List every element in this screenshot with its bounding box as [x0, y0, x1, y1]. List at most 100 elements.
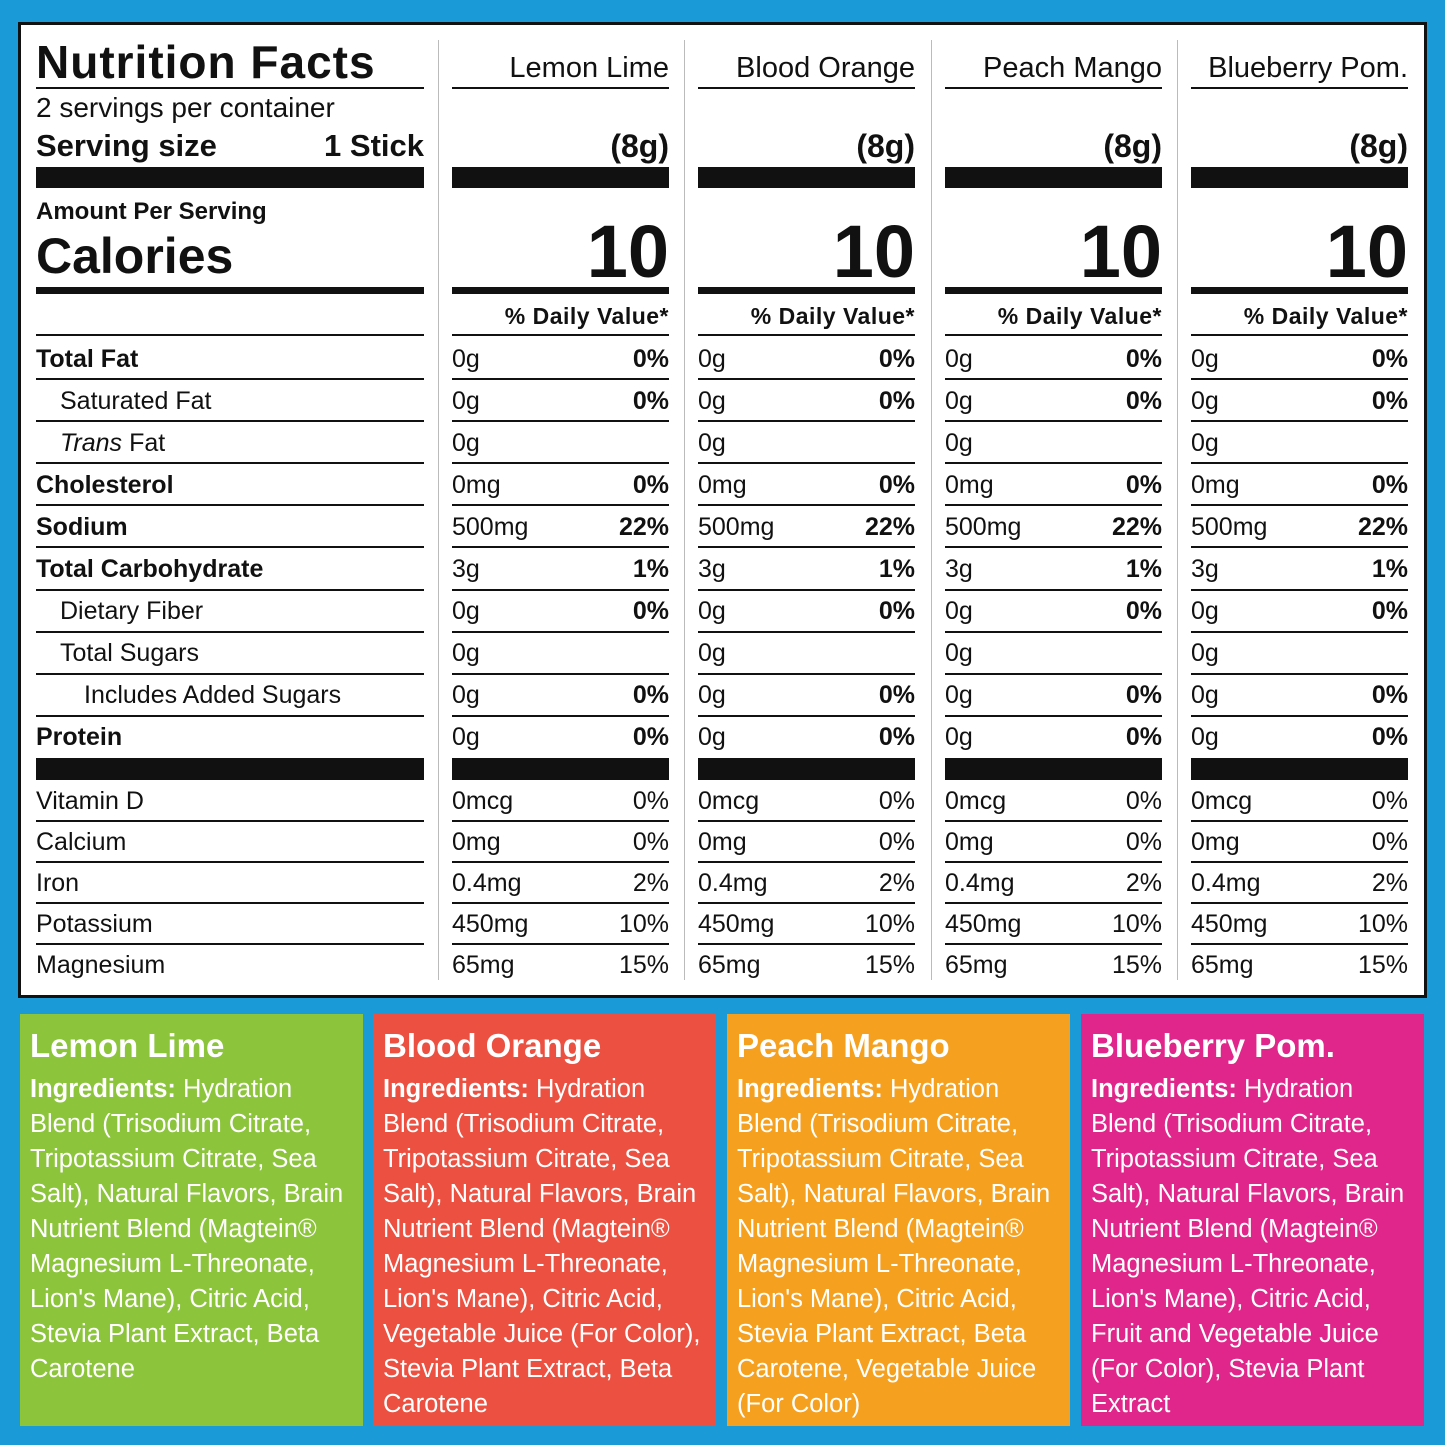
daily-value: 15%: [618, 950, 669, 979]
amount: 3g: [698, 555, 726, 583]
daily-value: 22%: [618, 512, 669, 541]
daily-value: 15%: [1111, 950, 1162, 979]
daily-value-header: % Daily Value*: [997, 302, 1162, 329]
amount: 500mg: [1191, 512, 1268, 541]
ingredient-box: Blueberry Pom. Ingredients: Hydration Ble…: [1081, 1014, 1424, 1426]
daily-value: 0%: [1371, 386, 1408, 415]
daily-value: 10%: [864, 909, 915, 938]
rule: [945, 546, 1162, 549]
rule: [36, 630, 424, 633]
daily-value: 1%: [632, 555, 669, 583]
rule: [1191, 820, 1408, 822]
amount-per-serving: Amount Per Serving: [36, 198, 267, 225]
daily-value: 0%: [632, 386, 669, 415]
daily-value: 0%: [1371, 723, 1408, 752]
rule: [1191, 378, 1408, 380]
flavor-name: Lemon Lime: [509, 51, 669, 84]
daily-value: 0%: [632, 470, 669, 499]
calories-label: Calories: [36, 228, 234, 284]
amount: 0g: [945, 681, 973, 710]
serving-weight: (8g): [1103, 128, 1162, 164]
rule: [945, 334, 1162, 336]
rule: [698, 334, 915, 336]
rule: [36, 902, 424, 904]
thick-rule: [452, 167, 669, 188]
amount: 0g: [452, 344, 480, 373]
amount: 0.4mg: [452, 868, 522, 897]
amount: 65mg: [945, 950, 1008, 979]
rule: [36, 861, 424, 863]
daily-value: 0%: [632, 827, 669, 856]
flavor-name: Blood Orange: [736, 51, 915, 84]
rule: [452, 87, 669, 89]
daily-value: 0%: [1125, 827, 1162, 856]
medium-rule: [452, 287, 669, 294]
daily-value: 22%: [864, 512, 915, 541]
row-label: Dietary Fiber: [60, 597, 204, 626]
amount: 0g: [452, 723, 480, 752]
ingredient-list: Hydration Blend (Trisodium Citrate, Trip…: [30, 1075, 344, 1383]
rule: [698, 378, 915, 380]
row-label: Potassium: [36, 909, 153, 938]
daily-value: 0%: [632, 786, 669, 815]
row-label: Protein: [36, 723, 123, 752]
amount: 0mcg: [452, 786, 514, 815]
amount: 3g: [1191, 555, 1219, 583]
row-label: Total Carbohydrate: [36, 555, 264, 583]
rule: [698, 902, 915, 904]
rule: [698, 546, 915, 549]
thick-rule: [1191, 167, 1408, 188]
calories-value: 10: [1325, 210, 1408, 293]
rule: [36, 943, 424, 945]
rule: [698, 714, 915, 717]
rule: [1191, 861, 1408, 863]
amount: 0g: [698, 428, 726, 457]
daily-value-header: % Daily Value*: [1243, 302, 1408, 329]
ingredient-title: Blueberry Pom.: [1091, 1027, 1335, 1064]
amount: 0g: [945, 344, 973, 373]
rule: [945, 714, 1162, 717]
daily-value: 15%: [864, 950, 915, 979]
rule: [1191, 588, 1408, 591]
row-label: Sodium: [36, 512, 128, 541]
ingredient-label: Ingredients:: [383, 1075, 529, 1103]
daily-value: 0%: [1125, 470, 1162, 499]
daily-value: 0%: [878, 344, 915, 373]
daily-value: 0%: [632, 723, 669, 752]
daily-value: 0%: [1125, 386, 1162, 415]
amount: 0mg: [945, 827, 994, 856]
rule: [945, 820, 1162, 822]
rule: [945, 672, 1162, 675]
rule: [698, 672, 915, 675]
row-label: Magnesium: [36, 950, 166, 979]
thick-rule: [698, 758, 915, 780]
rule: [945, 420, 1162, 423]
amount: 0g: [698, 344, 726, 373]
rule: [945, 861, 1162, 863]
rule: [698, 861, 915, 863]
rule: [698, 588, 915, 591]
rule: [698, 462, 915, 465]
thick-rule: [945, 167, 1162, 188]
serving-weight: (8g): [1349, 128, 1408, 164]
daily-value: 0%: [878, 470, 915, 499]
rule: [36, 714, 424, 717]
column-separator: [438, 40, 439, 980]
rule: [452, 420, 669, 423]
ingredient-text: Ingredients: Hydration Blend (Trisodium …: [30, 1072, 353, 1387]
ingredient-box: Lemon Lime Ingredients: Hydration Blend (…: [20, 1014, 363, 1426]
amount: 65mg: [1191, 950, 1254, 979]
column-separator: [1177, 40, 1178, 980]
ingredient-title: Peach Mango: [737, 1027, 950, 1064]
rule: [1191, 902, 1408, 904]
ingredient-text: Ingredients: Hydration Blend (Trisodium …: [737, 1072, 1060, 1422]
daily-value: 0%: [1125, 681, 1162, 710]
medium-rule: [945, 287, 1162, 294]
daily-value: 0%: [1371, 786, 1408, 815]
flavor-name: Blueberry Pom.: [1208, 51, 1408, 84]
daily-value: 22%: [1357, 512, 1408, 541]
daily-value: 0%: [878, 723, 915, 752]
amount: 0g: [945, 386, 973, 415]
daily-value: 0%: [1371, 470, 1408, 499]
rule: [698, 943, 915, 945]
